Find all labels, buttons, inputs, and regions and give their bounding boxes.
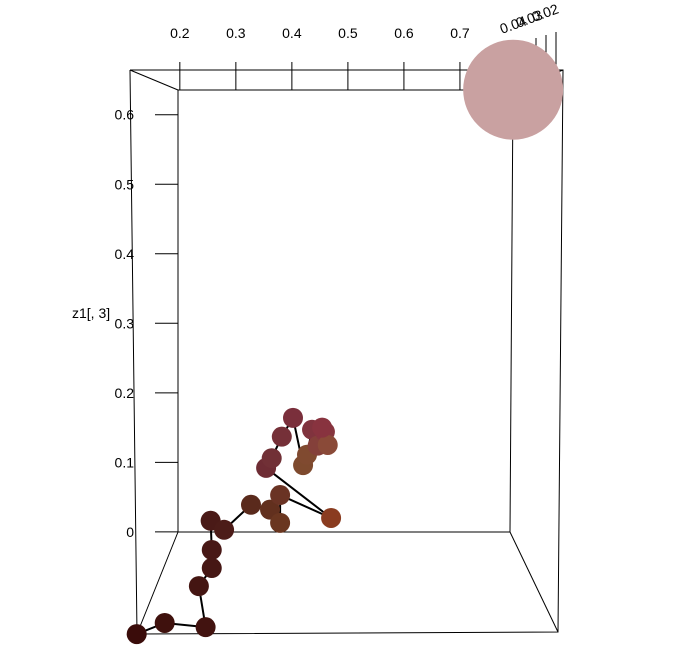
x-tick-label: 0.2 [170, 25, 190, 41]
depth-tick-label: 0.02 [530, 0, 561, 24]
y-tick-label: 0.3 [115, 315, 135, 331]
x-tick-label: 0.5 [338, 25, 358, 41]
point [126, 624, 147, 645]
point [195, 617, 216, 638]
y-tick-label: 0.1 [115, 454, 135, 470]
y-tick-label: 0.2 [115, 385, 135, 401]
x-tick-label: 0.6 [394, 25, 414, 41]
point [214, 519, 235, 540]
y-tick-label: 0.5 [115, 176, 135, 192]
x-tick-label: 0.7 [450, 25, 470, 41]
x-tick-label: 0.3 [226, 25, 246, 41]
point [154, 612, 175, 633]
point [321, 507, 342, 528]
point [312, 417, 333, 438]
y-tick-label: 0 [126, 524, 134, 540]
highlight-point [463, 39, 564, 140]
box [129, 69, 564, 635]
point [271, 426, 292, 447]
x-tick-label: 0.4 [282, 25, 302, 41]
y-tick-label: 0.6 [115, 107, 135, 123]
y-axis-label: z1[, 3] [72, 305, 110, 321]
point [282, 407, 303, 428]
point [261, 448, 282, 469]
point [201, 539, 222, 560]
y-tick-label: 0.4 [115, 246, 135, 262]
point [270, 485, 291, 506]
point [270, 512, 291, 533]
point [188, 576, 209, 597]
point [201, 558, 222, 579]
point [317, 434, 338, 455]
point [240, 494, 261, 515]
